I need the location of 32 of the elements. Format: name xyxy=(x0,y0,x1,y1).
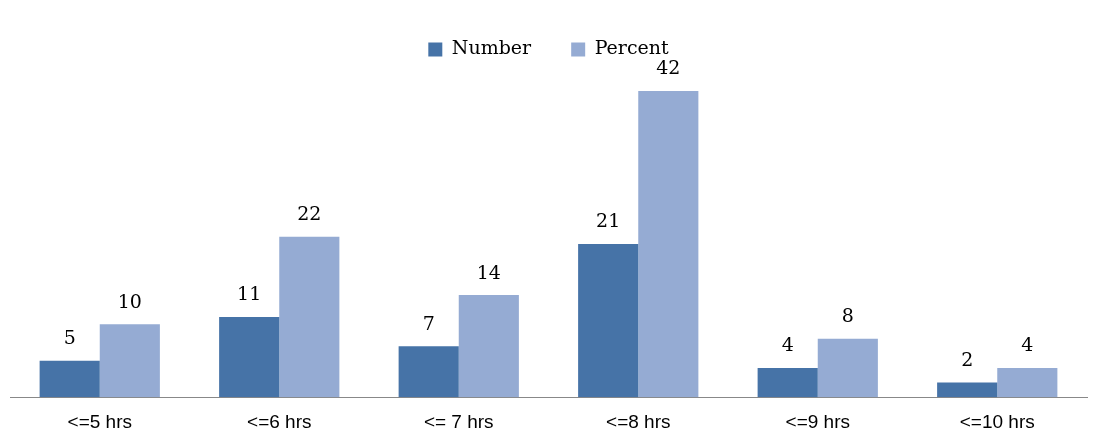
data-label: 7 xyxy=(422,311,435,334)
bar xyxy=(578,244,639,398)
data-label: 42 xyxy=(656,56,681,79)
data-label: 21 xyxy=(596,209,621,232)
x-tick-label: <=10 hrs xyxy=(959,410,1035,432)
bar xyxy=(757,368,818,398)
x-tick-label: <=5 hrs xyxy=(67,410,132,432)
x-tick-label: <=9 hrs xyxy=(785,410,850,432)
x-tick-label: <=6 hrs xyxy=(247,410,312,432)
x-tick-label: <= 7 hrs xyxy=(423,410,494,432)
data-label: 11 xyxy=(237,282,262,305)
bar xyxy=(398,346,459,398)
x-tick-label: <=8 hrs xyxy=(606,410,671,432)
bar xyxy=(458,295,519,398)
bar xyxy=(99,324,160,398)
bar xyxy=(997,368,1058,398)
data-label: 22 xyxy=(297,202,322,225)
bar xyxy=(638,90,699,398)
bar xyxy=(39,360,100,398)
data-label: 4 xyxy=(781,333,794,356)
data-label: 8 xyxy=(841,304,854,327)
bar xyxy=(817,338,878,398)
data-label: 14 xyxy=(476,260,501,283)
data-label: 4 xyxy=(1021,333,1034,356)
data-label: 2 xyxy=(961,348,974,371)
legend-label: Percent xyxy=(594,36,670,59)
data-label: 10 xyxy=(117,289,142,312)
bar xyxy=(279,236,340,398)
bar xyxy=(937,382,998,398)
bar xyxy=(219,316,280,398)
data-label: 5 xyxy=(63,326,76,349)
legend-label: Number xyxy=(451,36,533,59)
